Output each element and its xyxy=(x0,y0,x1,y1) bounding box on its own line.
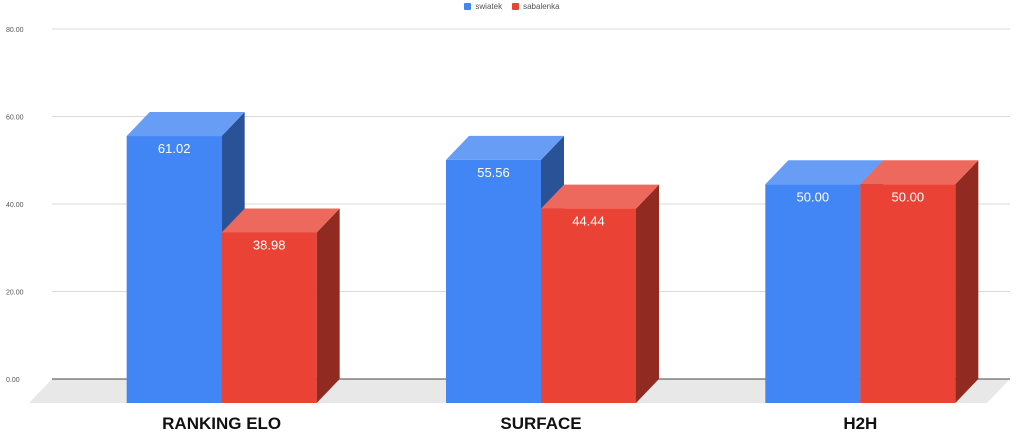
bar-swiatek-2[interactable] xyxy=(765,184,861,403)
bar-side xyxy=(316,208,340,403)
legend-item-swiatek[interactable]: swiatek xyxy=(464,2,502,11)
bar-top xyxy=(126,112,245,137)
bar-side xyxy=(955,160,979,403)
y-tick-label: 0.00 xyxy=(6,377,20,384)
data-label: 38.98 xyxy=(253,237,286,252)
y-tick-label: 40.00 xyxy=(6,202,24,209)
bar-sabalenka-2[interactable] xyxy=(860,184,956,403)
bar-swiatek-1[interactable] xyxy=(446,159,541,403)
bar-top xyxy=(541,184,659,209)
bar-swiatek-0[interactable] xyxy=(126,136,222,403)
legend-label-sabalenka: sabalenka xyxy=(523,2,560,11)
legend: swiatek sabalenka xyxy=(0,2,1024,11)
data-label: 50.00 xyxy=(797,189,830,204)
bar-sabalenka-1[interactable] xyxy=(541,208,636,403)
legend-swatch-sabalenka xyxy=(512,3,520,10)
bar-top xyxy=(446,135,564,160)
data-label: 61.02 xyxy=(158,141,191,156)
x-category-label: H2H xyxy=(843,414,877,433)
bar-top xyxy=(765,160,884,185)
y-tick-label: 20.00 xyxy=(6,290,24,297)
x-category-label: SURFACE xyxy=(500,414,581,433)
legend-swatch-swiatek xyxy=(464,3,472,10)
legend-label-swiatek: swiatek xyxy=(475,2,503,11)
x-category-label: RANKING ELO xyxy=(162,414,281,433)
data-label: 55.56 xyxy=(477,165,510,180)
bar-sabalenka-0[interactable] xyxy=(221,232,317,403)
data-label: 44.44 xyxy=(572,214,605,229)
legend-item-sabalenka[interactable]: sabalenka xyxy=(512,2,560,11)
bar-top xyxy=(860,160,979,185)
y-tick-label: 80.00 xyxy=(6,27,24,34)
bar-side xyxy=(636,184,659,403)
y-tick-label: 60.00 xyxy=(6,115,24,122)
data-label: 50.00 xyxy=(892,189,925,204)
bar-top xyxy=(221,208,340,233)
